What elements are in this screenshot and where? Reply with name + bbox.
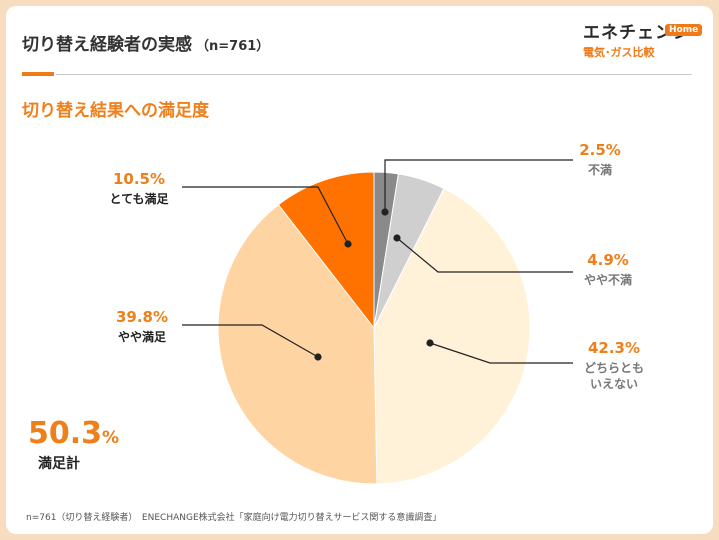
pct-somewhat-dissatisfied: 4.9% xyxy=(587,251,629,269)
cat-neutral-line1: どちらとも xyxy=(583,361,644,375)
leader-somewhat-satisfied xyxy=(182,324,319,358)
leader-very-satisfied xyxy=(182,186,349,245)
slice-label-somewhat-satisfied: 39.8% やや満足 xyxy=(104,308,180,345)
cat-somewhat-dissatisfied: やや不満 xyxy=(583,273,632,287)
slice-label-neutral: 42.3% どちらとも いえない xyxy=(570,339,658,392)
leader-dot-neutral xyxy=(426,339,434,347)
chart-subtitle: 切り替え結果への満足度 xyxy=(22,101,209,121)
cat-dissatisfied: 不満 xyxy=(587,163,612,177)
pct-neutral: 42.3% xyxy=(587,339,641,357)
pct-very-satisfied: 10.5% xyxy=(112,170,166,188)
slice-label-very-satisfied: 10.5% とても満足 xyxy=(96,170,182,207)
leader-dot-very-satisfied xyxy=(344,240,352,248)
cat-neutral-line2: いえない xyxy=(589,377,638,391)
header-accent-bar xyxy=(22,72,54,76)
brand-tagline: 電気･ガス比較 xyxy=(583,46,655,59)
leader-somewhat-dissatisfied xyxy=(396,237,573,273)
pct-somewhat-satisfied: 39.8% xyxy=(115,308,169,326)
leader-dot-dissatisfied xyxy=(381,208,389,216)
slice-label-somewhat-dissatisfied: 4.9% やや不満 xyxy=(570,251,646,288)
slice-very-satisfied xyxy=(277,171,375,330)
leader-dot-somewhat-satisfied xyxy=(314,353,322,361)
sample-size: （n=761） xyxy=(196,39,270,54)
brand-badge: Home xyxy=(665,24,703,36)
slice-label-dissatisfied: 2.5% 不満 xyxy=(572,141,628,178)
leader-dissatisfied xyxy=(384,159,573,212)
total-label: 満足計 xyxy=(38,456,80,472)
slice-somewhat-satisfied xyxy=(217,204,378,485)
leader-dot-somewhat-dissatisfied xyxy=(393,234,401,242)
satisfaction-total: 50.3% 満足計 xyxy=(28,416,119,473)
brand-logo: エネチェンジ xyxy=(583,23,691,43)
source-footnote: n=761（切り替え経験者） ENECHANGE株式会社「家庭向け電力切り替えサ… xyxy=(26,513,442,523)
pct-dissatisfied: 2.5% xyxy=(579,141,621,159)
total-value: 50.3 xyxy=(28,416,103,451)
page-title: 切り替え経験者の実感 （n=761） xyxy=(22,30,269,55)
header-divider xyxy=(56,74,692,75)
total-unit: % xyxy=(102,428,120,448)
leader-neutral xyxy=(429,342,573,364)
cat-somewhat-satisfied: やや満足 xyxy=(117,330,166,344)
cat-very-satisfied: とても満足 xyxy=(109,192,169,206)
title-text: 切り替え経験者の実感 xyxy=(22,35,192,55)
